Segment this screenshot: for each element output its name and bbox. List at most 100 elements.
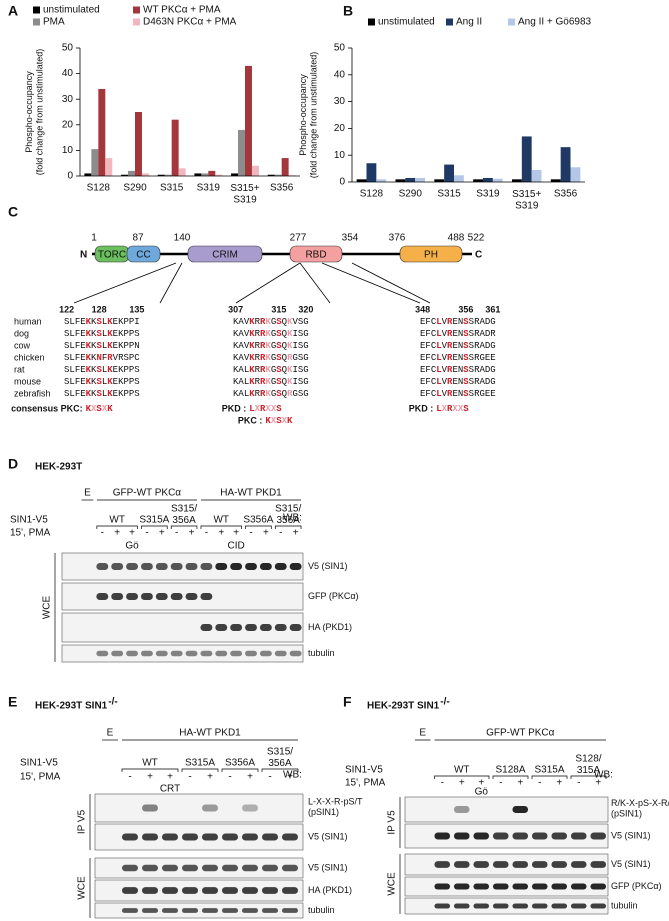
y-tick-label: 30 bbox=[62, 94, 74, 105]
variant-label: WT bbox=[213, 515, 229, 526]
treatment-sign: + bbox=[218, 528, 224, 539]
antibody-label: HA (PKD1) bbox=[308, 885, 352, 895]
blot-band bbox=[142, 804, 158, 812]
bar bbox=[267, 174, 275, 176]
sequence: EFCLVRENSSRADG bbox=[420, 341, 496, 351]
y-tick-label: 40 bbox=[334, 69, 346, 80]
bar bbox=[128, 170, 135, 176]
variant-label: S356A bbox=[243, 515, 273, 526]
blot-band bbox=[551, 832, 568, 840]
sequence: EFCLVRENSSRADG bbox=[420, 317, 496, 327]
blot-strip bbox=[94, 879, 304, 902]
legend-swatch bbox=[446, 18, 453, 26]
bar bbox=[215, 174, 223, 176]
blot-band bbox=[142, 908, 158, 913]
bar bbox=[395, 179, 406, 182]
section-label: IP V5 bbox=[77, 809, 88, 834]
blot-band bbox=[590, 883, 607, 890]
variant-label: S128A bbox=[495, 765, 525, 776]
bar bbox=[231, 173, 239, 176]
construct-label: SIN1-V5 bbox=[20, 758, 58, 769]
lane-label: E bbox=[107, 728, 114, 739]
blot-band bbox=[282, 864, 298, 872]
bar bbox=[511, 179, 522, 182]
y-tick-label: 0 bbox=[339, 177, 345, 188]
bar bbox=[201, 173, 209, 176]
variant-label: S315A bbox=[534, 765, 564, 776]
domain-label: CRIM bbox=[212, 250, 238, 261]
blot-band bbox=[111, 650, 124, 657]
bar bbox=[245, 65, 252, 176]
residue-number: 135 bbox=[129, 304, 144, 314]
residue-number: 140 bbox=[174, 233, 191, 244]
x-tick-label: S356 bbox=[270, 183, 294, 194]
group-label: GFP-WT PKCα bbox=[113, 488, 182, 499]
variant-label: WT bbox=[109, 515, 125, 526]
blot-band bbox=[202, 833, 218, 841]
blot-band bbox=[453, 883, 470, 890]
legend-label: unstimulated bbox=[378, 17, 435, 28]
treatment-sign: + bbox=[459, 778, 465, 789]
bracket bbox=[531, 775, 568, 779]
blot-band bbox=[202, 864, 218, 872]
title-superscript: -/- bbox=[108, 697, 117, 708]
treatment-sign: - bbox=[228, 772, 231, 783]
blot-band bbox=[282, 908, 298, 913]
blot-band bbox=[185, 563, 198, 570]
blot-band bbox=[142, 864, 158, 872]
blot-band bbox=[570, 832, 587, 840]
treatment-sign: + bbox=[167, 772, 173, 783]
sequence: KALKRRKGSQKISG bbox=[233, 365, 309, 375]
panel-title: HEK-293T SIN1 bbox=[367, 701, 440, 712]
blot-band bbox=[215, 624, 228, 631]
blot-band bbox=[282, 833, 298, 841]
blot-band bbox=[122, 908, 138, 913]
bracket bbox=[181, 768, 219, 772]
bracket bbox=[121, 768, 179, 772]
sequence: KAVKRRKGSQKISG bbox=[233, 329, 309, 339]
blot-band bbox=[242, 887, 258, 894]
residue-number: 522 bbox=[468, 233, 485, 244]
lane-label: E bbox=[84, 488, 91, 499]
sequence: KAVKRRKGSQKISG bbox=[233, 341, 309, 351]
blot-band bbox=[512, 832, 529, 840]
bar bbox=[274, 174, 282, 176]
blot-band bbox=[170, 650, 183, 657]
blot-band bbox=[185, 593, 198, 600]
sequence: SLFEKKSLKEKPPS bbox=[64, 389, 140, 399]
bar bbox=[521, 136, 532, 182]
bracket bbox=[570, 775, 607, 779]
bracket bbox=[274, 525, 302, 529]
antibody-label: GFP (PKCα) bbox=[611, 881, 662, 891]
bar bbox=[281, 158, 289, 176]
section-label: IP V5 bbox=[387, 810, 398, 835]
domain-label: TORC bbox=[98, 250, 126, 261]
bracket bbox=[96, 525, 138, 529]
species-label: cow bbox=[14, 340, 31, 350]
antibody-label: R/K-X-pS-X-R/K(pSIN1) bbox=[611, 798, 669, 818]
panel-letter: D bbox=[8, 456, 18, 472]
bar bbox=[560, 147, 571, 182]
treatment-sign: - bbox=[538, 778, 541, 789]
group-label: HA-WT PKD1 bbox=[220, 488, 282, 499]
blot-band bbox=[453, 832, 470, 840]
zoom-lines bbox=[73, 262, 431, 304]
blot-band bbox=[531, 903, 548, 909]
sequence: EFCLVRENSSRADG bbox=[420, 365, 496, 375]
sequence: KALKRRKGSQRGSG bbox=[233, 389, 309, 399]
blot-band bbox=[531, 861, 548, 868]
blot-band bbox=[122, 833, 138, 841]
blot-band bbox=[259, 624, 272, 631]
domain bbox=[126, 245, 161, 263]
blot-band bbox=[492, 903, 509, 909]
bar bbox=[366, 163, 377, 182]
blot-band bbox=[126, 593, 138, 600]
blot-band bbox=[215, 650, 228, 657]
treatment-label: 15', PMA bbox=[20, 772, 61, 783]
blot-band bbox=[140, 650, 153, 657]
blot-band bbox=[453, 806, 470, 813]
bar bbox=[550, 179, 561, 182]
consensus-label: PKC : bbox=[238, 415, 263, 425]
legend-swatch bbox=[368, 18, 375, 26]
